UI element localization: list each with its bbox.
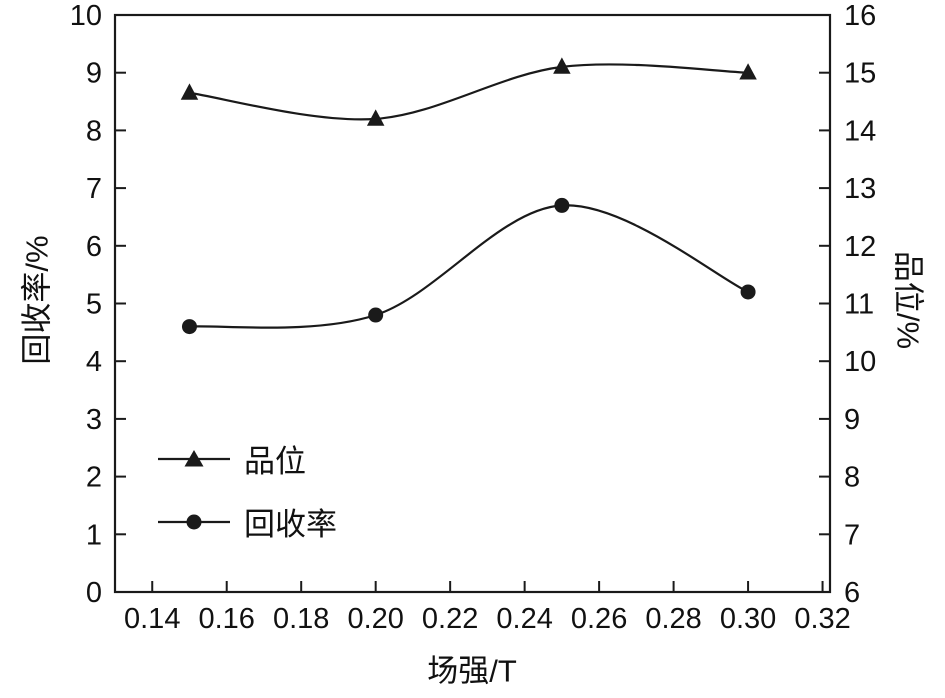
svg-text:10: 10 xyxy=(70,0,102,32)
svg-text:14: 14 xyxy=(844,115,876,147)
svg-text:0.20: 0.20 xyxy=(347,603,403,635)
svg-text:3: 3 xyxy=(86,404,102,436)
right-axis-title: 品位/% xyxy=(890,250,926,350)
svg-text:9: 9 xyxy=(844,404,860,436)
svg-text:0.18: 0.18 xyxy=(273,603,329,635)
svg-text:0.28: 0.28 xyxy=(645,603,701,635)
triangle-marker-icon xyxy=(158,449,230,466)
svg-text:15: 15 xyxy=(844,58,876,90)
circle-marker-icon xyxy=(158,514,230,529)
svg-text:0.14: 0.14 xyxy=(124,603,180,635)
svg-text:8: 8 xyxy=(844,462,860,494)
svg-text:10: 10 xyxy=(844,346,876,378)
svg-text:9: 9 xyxy=(86,58,102,90)
svg-text:8: 8 xyxy=(86,115,102,147)
legend-label-grade: 品位 xyxy=(244,444,306,479)
svg-text:1: 1 xyxy=(86,519,102,551)
svg-text:0.22: 0.22 xyxy=(422,603,478,635)
svg-text:0.26: 0.26 xyxy=(571,603,627,635)
svg-text:7: 7 xyxy=(844,519,860,551)
svg-text:7: 7 xyxy=(86,173,102,205)
svg-text:0.32: 0.32 xyxy=(794,603,850,635)
svg-text:12: 12 xyxy=(844,231,876,263)
svg-text:0.16: 0.16 xyxy=(198,603,254,635)
x-axis-title: 场强/T xyxy=(427,653,517,689)
svg-text:0.30: 0.30 xyxy=(720,603,776,635)
svg-text:11: 11 xyxy=(844,289,874,321)
svg-text:4: 4 xyxy=(86,346,102,378)
svg-text:6: 6 xyxy=(86,231,102,263)
svg-text:0.24: 0.24 xyxy=(496,603,552,635)
svg-text:2: 2 xyxy=(86,462,102,494)
legend-item-grade: 品位 xyxy=(158,436,337,481)
legend-label-recovery: 回收率 xyxy=(244,507,337,542)
svg-text:6: 6 xyxy=(844,577,860,609)
left-axis-title: 回收率/% xyxy=(19,235,55,365)
svg-text:16: 16 xyxy=(844,0,876,32)
svg-text:5: 5 xyxy=(86,289,102,321)
svg-text:13: 13 xyxy=(844,173,876,205)
legend-item-recovery: 回收率 xyxy=(158,499,337,544)
svg-text:0: 0 xyxy=(86,577,102,609)
legend: 品位 回收率 xyxy=(158,436,337,544)
